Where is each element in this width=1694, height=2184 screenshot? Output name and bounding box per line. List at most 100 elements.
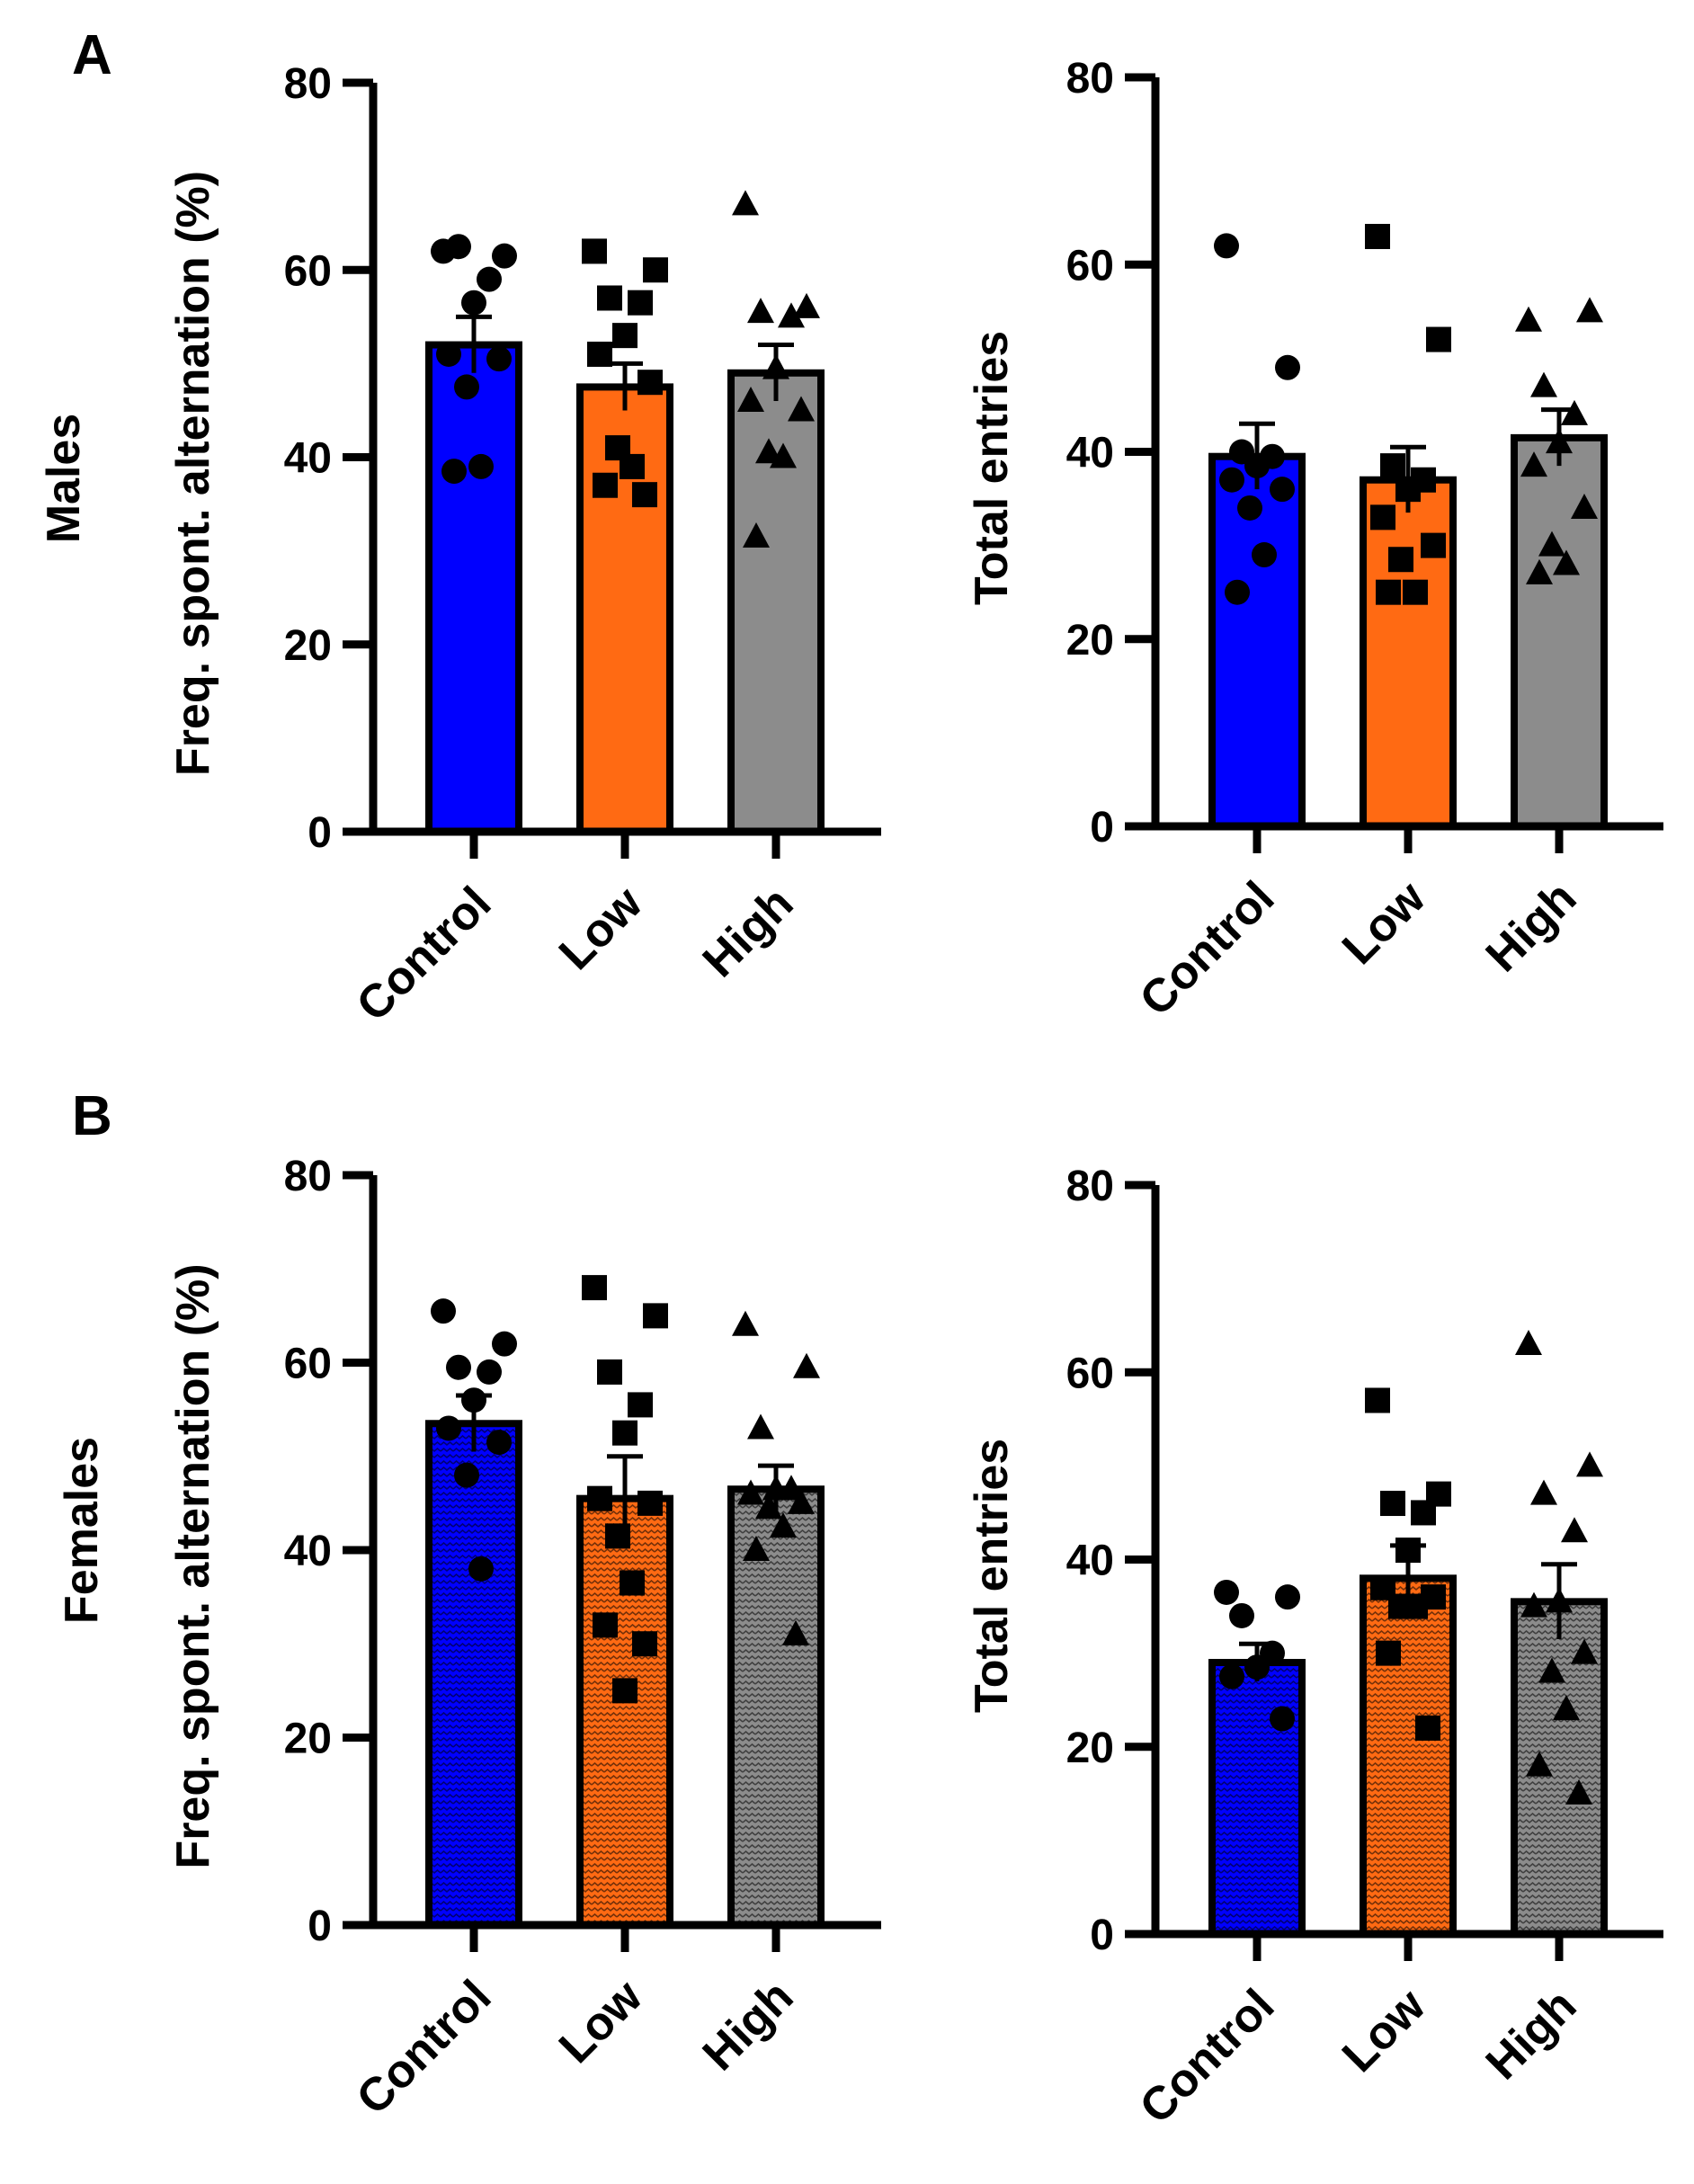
y-tick-label: 80	[284, 1153, 332, 1200]
point-low	[1370, 504, 1395, 530]
point-low	[605, 1523, 630, 1549]
chart-females-entries: Total entries Control Low High 0 20 40 60 80	[966, 1163, 1663, 2134]
point-high	[1561, 1517, 1588, 1543]
point-low	[582, 238, 607, 264]
point-high	[1538, 1657, 1565, 1683]
point-control	[1219, 467, 1244, 493]
point-control	[1214, 1579, 1239, 1605]
x-tick-label-control: Control	[1130, 1979, 1285, 2134]
point-low	[1426, 326, 1451, 352]
panel-letter-b: B	[72, 1085, 112, 1147]
point-low	[1365, 224, 1390, 250]
point-low	[632, 482, 657, 508]
point-control	[436, 341, 461, 367]
y-tick-label: 80	[1066, 55, 1114, 103]
y-tick-label: 80	[1066, 1163, 1114, 1210]
point-high	[1576, 1451, 1603, 1477]
point-control	[1244, 1654, 1270, 1680]
x-tick-label-control: Control	[347, 877, 502, 1031]
point-high	[1538, 530, 1565, 557]
point-control	[454, 374, 479, 400]
point-control	[1219, 1663, 1244, 1689]
point-high	[1546, 1587, 1573, 1613]
y-axis-label: Total entries	[966, 331, 1018, 605]
point-high	[732, 1310, 759, 1336]
point-low	[1421, 532, 1446, 558]
point-control	[1214, 233, 1239, 259]
point-high	[1530, 371, 1557, 397]
x-tick-label-high: High	[693, 877, 804, 987]
point-low	[597, 285, 622, 311]
point-high	[755, 438, 782, 464]
point-control	[431, 1298, 456, 1324]
point-low	[643, 1303, 668, 1329]
point-control	[486, 346, 512, 372]
point-high	[770, 1511, 797, 1538]
point-high	[778, 302, 805, 328]
chart-males-entries: Total entries Control Low High 0 20 40 60 80	[966, 55, 1663, 1026]
y-axis-label: Freq. spont. alternation (%)	[167, 1263, 219, 1868]
y-tick-label: 60	[1066, 1350, 1114, 1397]
y-tick-label: 0	[1090, 804, 1114, 851]
point-high	[1553, 549, 1580, 575]
point-control	[1275, 1584, 1300, 1610]
point-control	[446, 234, 471, 260]
row-label-females: Females	[56, 1437, 108, 1624]
point-control	[454, 1462, 479, 1488]
point-control	[1275, 354, 1300, 380]
point-control	[461, 290, 486, 316]
chart-females-alternation: Freq. spont. alternation (%) Control Low Hi…	[167, 1153, 881, 2125]
point-low	[1411, 1500, 1436, 1526]
panel-letter-a: A	[72, 24, 112, 86]
y-tick-label: 20	[1066, 1725, 1114, 1772]
bar-high	[1511, 433, 1608, 830]
point-control	[477, 1359, 502, 1385]
y-tick-label: 80	[284, 60, 332, 108]
point-low	[637, 370, 663, 396]
point-high	[743, 522, 770, 548]
y-tick-label: 0	[308, 809, 332, 857]
point-high	[747, 1413, 774, 1440]
point-low	[1380, 1491, 1405, 1517]
point-high	[732, 190, 759, 216]
point-control	[492, 243, 517, 269]
point-control	[1229, 1602, 1254, 1628]
point-control	[446, 1354, 471, 1380]
point-control	[477, 266, 502, 292]
y-axis-label: Freq. spont. alternation (%)	[167, 171, 219, 776]
point-high	[762, 1475, 789, 1501]
x-tick-label-high: High	[1476, 871, 1587, 982]
point-low	[1376, 579, 1401, 605]
point-high	[755, 1493, 782, 1520]
point-control	[436, 1415, 461, 1441]
bar-control	[425, 341, 522, 835]
x-tick-label-low: Low	[549, 877, 653, 980]
y-tick-label: 40	[1066, 1538, 1114, 1585]
point-control	[1270, 1706, 1295, 1732]
x-tick-label-low: Low	[549, 1970, 653, 2073]
point-high	[737, 387, 764, 413]
point-control	[468, 453, 494, 479]
point-high	[1571, 1638, 1598, 1664]
x-tick-label-control: Control	[347, 1970, 502, 2125]
point-low	[587, 1485, 612, 1511]
y-tick-label: 20	[284, 1716, 332, 1763]
point-low	[1415, 1715, 1440, 1741]
point-high	[788, 396, 815, 422]
point-control	[1244, 453, 1270, 479]
point-high	[1546, 428, 1573, 454]
y-tick-label: 60	[284, 1341, 332, 1388]
bar-pattern-low	[584, 1502, 666, 1921]
point-high	[1561, 399, 1588, 425]
point-high	[1571, 493, 1598, 519]
point-low	[1380, 453, 1405, 479]
point-control	[468, 1556, 494, 1582]
x-tick-label-low: Low	[1333, 1979, 1436, 2082]
point-low	[593, 1612, 618, 1638]
bar-pattern-low	[1367, 1582, 1449, 1930]
y-tick-label: 40	[284, 1528, 332, 1575]
point-control	[461, 1387, 486, 1413]
point-low	[593, 472, 618, 498]
point-low	[1403, 1593, 1428, 1619]
point-high	[737, 1479, 764, 1505]
